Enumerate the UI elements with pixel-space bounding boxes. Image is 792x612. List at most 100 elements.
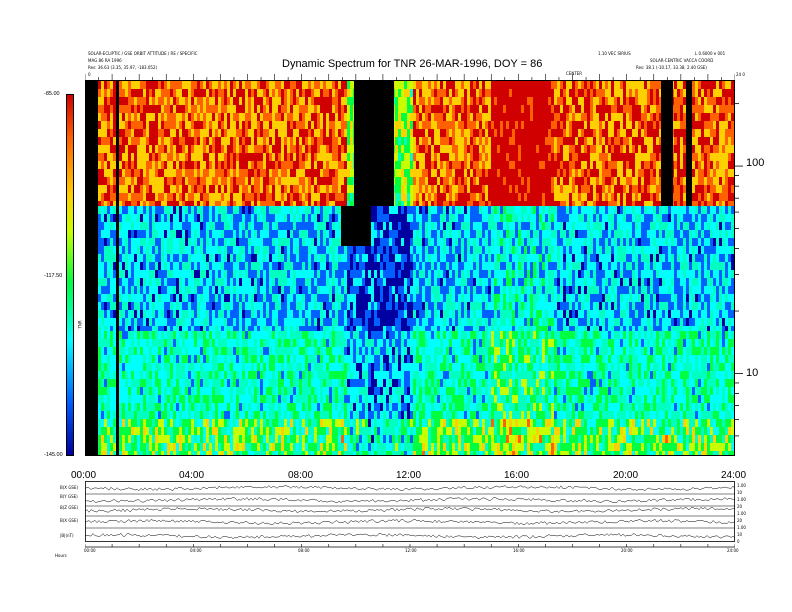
spectrum-cell: [335, 419, 338, 428]
spectrum-cell: [209, 403, 212, 412]
spectrum-cell: [281, 443, 284, 452]
spectrum-cell: [350, 185, 353, 194]
spectrum-cell: [119, 435, 122, 444]
spectrum-cell: [287, 137, 290, 146]
spectrum-cell: [245, 286, 248, 295]
spectrum-cell: [203, 222, 206, 231]
spectrum-cell: [365, 355, 368, 364]
spectrum-cell: [101, 387, 104, 396]
spectrum-cell: [251, 169, 254, 178]
spectrum-cell: [266, 246, 269, 255]
spectrum-cell: [386, 371, 389, 380]
spectrum-cell: [248, 379, 251, 388]
spectrum-cell: [344, 262, 347, 271]
spectrum-cell: [290, 443, 293, 452]
spectrum-cell: [374, 363, 377, 372]
spectrum-cell: [167, 238, 170, 247]
spectrum-cell: [104, 339, 107, 348]
spectrum-cell: [326, 230, 329, 239]
spectrum-cell: [230, 318, 233, 327]
spectrum-cell: [323, 238, 326, 247]
spectrum-cell: [182, 113, 185, 122]
spectrum-cell: [215, 222, 218, 231]
spectrum-cell: [326, 262, 329, 271]
spectrum-cell: [212, 411, 215, 420]
spectrum-cell: [143, 161, 146, 170]
spectrum-cell: [266, 435, 269, 444]
spectrum-cell: [260, 294, 263, 303]
spectrum-cell: [380, 427, 383, 436]
spectrum-cell: [299, 294, 302, 303]
spectrum-cell: [317, 419, 320, 428]
spectrum-cell: [260, 230, 263, 239]
spectrum-cell: [137, 443, 140, 452]
spectrum-cell: [254, 254, 257, 263]
spectrum-cell: [296, 302, 299, 311]
spectrum-cell: [329, 169, 332, 178]
spectrum-cell: [290, 177, 293, 186]
spectrum-cell: [299, 278, 302, 287]
spectrum-cell: [239, 302, 242, 311]
spectrum-cell: [218, 286, 221, 295]
spectrum-cell: [305, 89, 308, 98]
spectrum-cell: [152, 145, 155, 154]
spectrum-cell: [119, 246, 122, 255]
spectrum-cell: [239, 238, 242, 247]
spectrum-cell: [134, 222, 137, 231]
spectrum-cell: [161, 278, 164, 287]
spectrum-cell: [98, 121, 101, 130]
spectrum-cell: [266, 105, 269, 114]
spectrum-cell: [131, 81, 134, 90]
spectrum-cell: [323, 294, 326, 303]
spectrum-cell: [182, 129, 185, 138]
spectrum-cell: [164, 185, 167, 194]
spectrum-cell: [344, 379, 347, 388]
spectrum-cell: [185, 214, 188, 223]
spectrum-cell: [332, 278, 335, 287]
spectrum-cell: [137, 177, 140, 186]
spectrum-cell: [272, 427, 275, 436]
spectrum-cell: [329, 326, 332, 335]
spectrum-cell: [185, 286, 188, 295]
spectrum-cell: [146, 145, 149, 154]
spectrum-cell: [152, 254, 155, 263]
spectrum-cell: [233, 222, 236, 231]
spectrum-cell: [206, 339, 209, 348]
spectrum-cell: [377, 339, 380, 348]
spectrum-cell: [290, 113, 293, 122]
spectrum-cell: [383, 395, 386, 404]
spectrum-cell: [260, 427, 263, 436]
spectrum-cell: [194, 254, 197, 263]
spectrum-cell: [260, 331, 263, 340]
spectrum-cell: [329, 371, 332, 380]
spectrum-cell: [143, 411, 146, 420]
spectrum-cell: [191, 153, 194, 162]
spectrum-cell: [107, 89, 110, 98]
spectrum-cell: [374, 278, 377, 287]
spectrum-cell: [347, 310, 350, 319]
spectrum-cell: [365, 379, 368, 388]
spectrum-cell: [113, 278, 116, 287]
spectrum-cell: [266, 355, 269, 364]
spectrum-cell: [197, 105, 200, 114]
spectrum-cell: [332, 363, 335, 372]
spectrum-cell: [128, 443, 131, 452]
spectrum-cell: [170, 161, 173, 170]
spectrum-cell: [269, 294, 272, 303]
spectrum-cell: [191, 278, 194, 287]
spectrum-cell: [383, 238, 386, 247]
spectrum-cell: [242, 201, 245, 210]
spectrum-cell: [179, 97, 182, 106]
spectrum-cell: [338, 387, 341, 396]
spectrum-cell: [212, 206, 215, 215]
spectrum-cell: [185, 443, 188, 452]
spectrum-cell: [347, 246, 350, 255]
spectrum-cell: [275, 355, 278, 364]
spectrum-cell: [122, 339, 125, 348]
spectrum-cell: [137, 331, 140, 340]
spectrum-cell: [329, 310, 332, 319]
spectrum-cell: [110, 177, 113, 186]
spectrum-cell: [113, 113, 116, 122]
spectrum-cell: [236, 395, 239, 404]
spectrum-cell: [347, 286, 350, 295]
